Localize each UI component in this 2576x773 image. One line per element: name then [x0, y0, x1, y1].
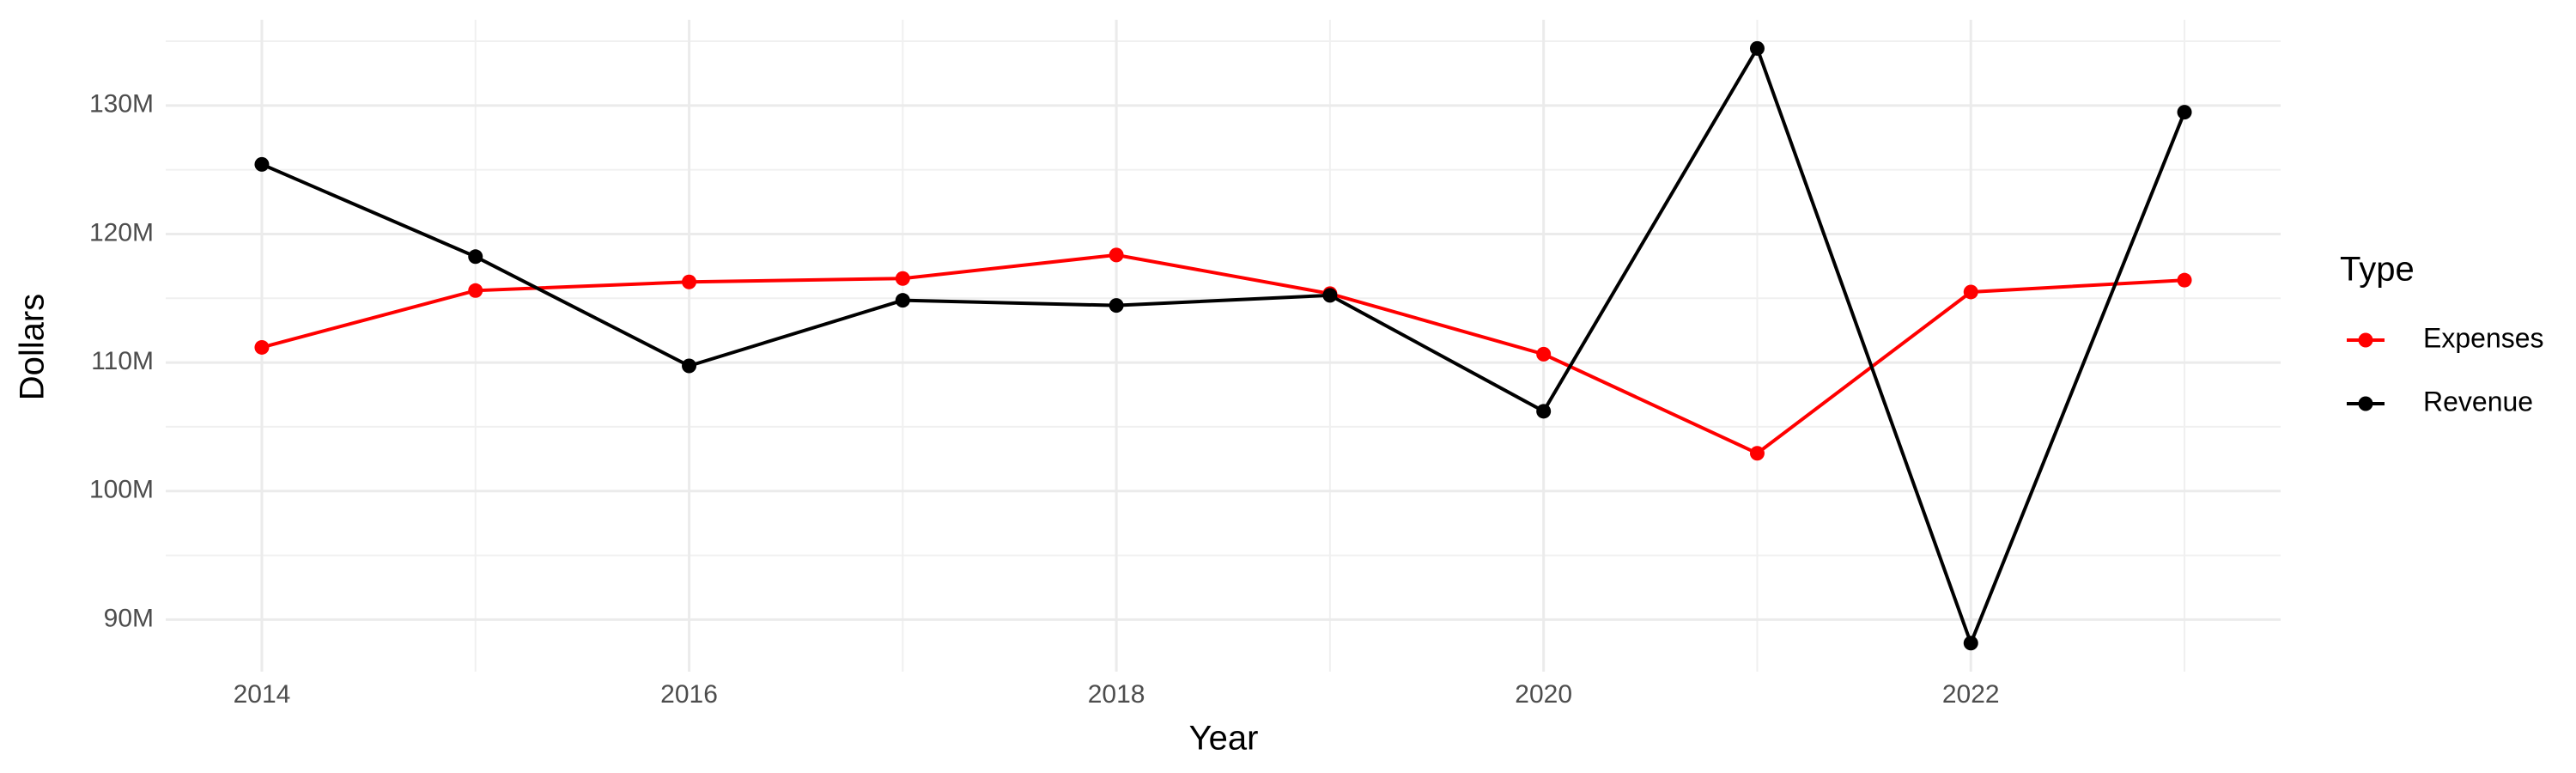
data-point	[1963, 284, 1978, 300]
legend-title: Type	[2340, 251, 2415, 289]
x-tick-label: 2016	[660, 680, 718, 709]
legend: Type Expenses Revenue	[2340, 251, 2544, 417]
y-tick-label: 90M	[104, 604, 154, 632]
data-point	[468, 283, 483, 298]
data-point	[895, 271, 910, 286]
legend-swatch-point	[2358, 396, 2373, 411]
y-axis-title: Dollars	[14, 294, 52, 400]
data-point	[1322, 288, 1338, 303]
data-point	[682, 274, 697, 289]
data-point	[468, 249, 483, 265]
y-tick-label: 120M	[89, 218, 154, 247]
data-point	[2177, 105, 2192, 120]
y-tick-label: 100M	[89, 476, 154, 504]
data-point	[1749, 40, 1765, 56]
data-point	[895, 293, 910, 308]
data-point	[1536, 346, 1552, 362]
x-tick-label: 2022	[1942, 680, 2000, 709]
y-tick-label: 110M	[91, 347, 154, 375]
data-point	[1536, 404, 1552, 419]
legend-label: Revenue	[2423, 386, 2533, 417]
x-tick-label: 2018	[1088, 680, 1145, 709]
data-point	[682, 358, 697, 374]
y-tick-label: 130M	[89, 90, 154, 119]
data-point	[254, 156, 270, 172]
data-point	[2177, 272, 2192, 288]
legend-swatch-point	[2358, 332, 2373, 348]
data-point	[1109, 247, 1124, 263]
series-line	[261, 44, 2186, 648]
data-point	[254, 339, 270, 355]
data-point	[1963, 636, 1978, 651]
grid: 90M 100M 110M 120M 130M 2014 2016 2018 2020 2022	[89, 20, 2281, 709]
data-point	[1109, 298, 1124, 313]
series-line	[261, 253, 2185, 456]
legend-label: Expenses	[2423, 322, 2544, 353]
plot-marks	[254, 40, 2192, 651]
x-tick-label: 2020	[1515, 680, 1572, 709]
x-tick-label: 2014	[234, 680, 291, 709]
data-point	[1749, 446, 1765, 461]
x-axis-title: Year	[1189, 720, 1259, 758]
